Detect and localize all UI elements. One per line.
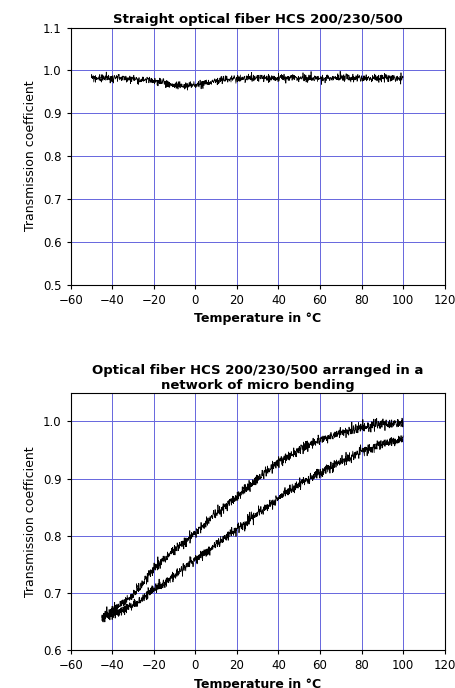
Y-axis label: Transmission coefficient: Transmission coefficient <box>24 81 37 231</box>
Y-axis label: Transmission coefficient: Transmission coefficient <box>25 447 37 596</box>
Title: Optical fiber HCS 200/230/500 arranged in a
network of micro bending: Optical fiber HCS 200/230/500 arranged i… <box>92 364 422 391</box>
Title: Straight optical fiber HCS 200/230/500: Straight optical fiber HCS 200/230/500 <box>112 13 402 26</box>
X-axis label: Temperature in °C: Temperature in °C <box>194 678 320 688</box>
X-axis label: Temperature in °C: Temperature in °C <box>194 312 320 325</box>
